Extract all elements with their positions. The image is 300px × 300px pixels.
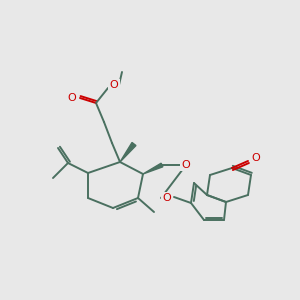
Polygon shape	[120, 142, 136, 162]
Text: O: O	[182, 160, 190, 170]
Text: O: O	[252, 153, 260, 163]
Text: O: O	[163, 193, 171, 203]
Polygon shape	[143, 163, 163, 174]
Text: O: O	[110, 80, 118, 90]
Text: O: O	[68, 93, 76, 103]
